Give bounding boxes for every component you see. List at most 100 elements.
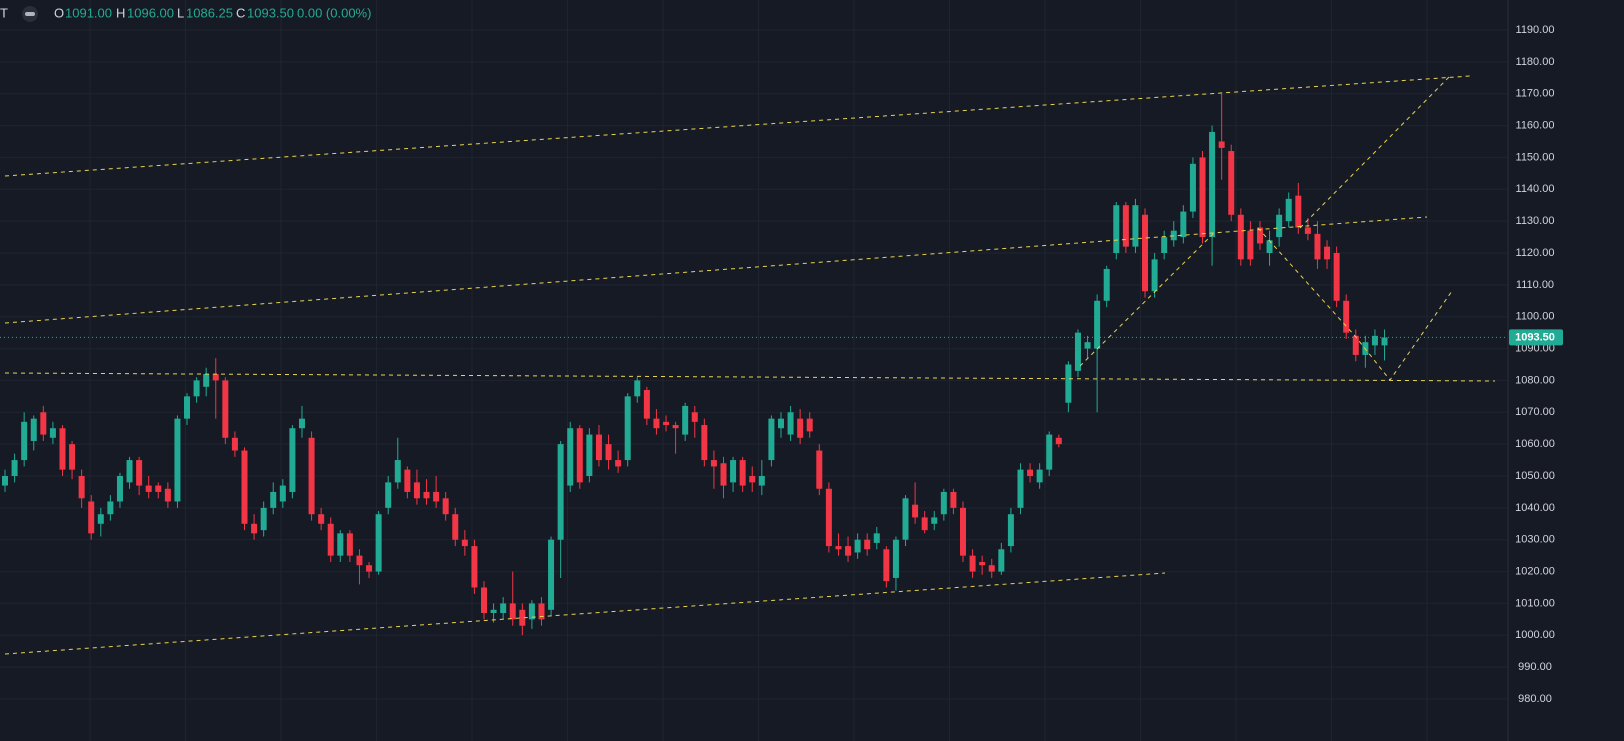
- candle-body: [1007, 514, 1014, 547]
- candle-body: [605, 444, 612, 461]
- y-tick-label: 1130.00: [1516, 215, 1555, 227]
- candle-body: [1113, 205, 1120, 253]
- candle-body: [902, 498, 909, 540]
- candle-body: [1036, 469, 1043, 483]
- y-tick-label: 1080.00: [1515, 374, 1555, 386]
- candle-body: [1132, 205, 1139, 247]
- candle-body: [777, 418, 784, 429]
- candle-body: [653, 418, 660, 429]
- candle-body: [116, 476, 123, 502]
- ohlc-label: O: [54, 5, 64, 20]
- candle-body: [528, 603, 535, 620]
- candle-body: [2, 476, 8, 486]
- candle-body: [787, 412, 794, 435]
- candle-body: [998, 549, 1005, 572]
- candle-body: [921, 517, 928, 531]
- y-tick-label: 1070.00: [1515, 406, 1555, 418]
- candle-body: [634, 380, 641, 397]
- candle-body: [461, 539, 468, 547]
- toggle-icon: [25, 12, 35, 16]
- candle-body: [624, 396, 631, 461]
- y-tick-label: 1160.00: [1516, 119, 1555, 131]
- candle-body: [1295, 195, 1302, 228]
- candle-body: [337, 533, 344, 556]
- candle-body: [1122, 205, 1129, 247]
- trend-lines: [4, 75, 1496, 655]
- trend-line: [1299, 75, 1451, 229]
- candle-body: [538, 603, 545, 620]
- candle-body: [184, 396, 191, 419]
- candle-body: [567, 428, 574, 486]
- candle-body: [672, 425, 679, 429]
- y-tick-label: 1120.00: [1516, 247, 1555, 259]
- candle-body: [490, 609, 497, 613]
- candle-body: [1209, 131, 1216, 238]
- candle-body: [892, 539, 899, 578]
- ohlc-value: 1086.25: [186, 5, 233, 20]
- y-tick-label: 1030.00: [1515, 534, 1555, 546]
- candle-body: [519, 609, 526, 626]
- y-tick-label: 980.00: [1518, 693, 1552, 705]
- candle-body: [1142, 214, 1149, 292]
- candle-body: [433, 491, 440, 502]
- candle-body: [586, 434, 593, 476]
- candle-body: [720, 463, 727, 486]
- grid: [0, 0, 1508, 741]
- candle-body: [1074, 332, 1081, 371]
- candle-body: [950, 491, 957, 508]
- y-tick-label: 1110.00: [1516, 279, 1554, 291]
- candle-body: [394, 460, 401, 483]
- candle-body: [557, 444, 564, 540]
- candle-body: [1343, 300, 1350, 333]
- candle-body: [346, 533, 353, 556]
- candle-body: [806, 418, 813, 432]
- candle-body: [1228, 151, 1235, 215]
- candle-body: [969, 555, 976, 572]
- candle-body: [308, 437, 315, 515]
- candle-body: [270, 491, 277, 508]
- candle-body: [701, 425, 708, 461]
- candle-body: [251, 523, 258, 534]
- candle-body: [1266, 240, 1273, 253]
- candle-body: [366, 565, 373, 572]
- candles: [0, 93, 1508, 636]
- candle-body: [97, 514, 104, 524]
- y-tick-label: 1060.00: [1515, 438, 1555, 450]
- candle-body: [1304, 227, 1311, 234]
- candle-body: [615, 460, 622, 467]
- y-tick-label: 1050.00: [1515, 470, 1555, 482]
- candle-body: [883, 549, 890, 582]
- candle-body: [663, 421, 670, 426]
- candle-body: [413, 482, 420, 499]
- last-price-badge: [1509, 329, 1563, 346]
- candle-body: [835, 546, 842, 550]
- candle-body: [768, 418, 775, 461]
- candle-body: [298, 418, 305, 429]
- candle-body: [576, 428, 583, 483]
- candle-body: [643, 389, 650, 419]
- y-tick-label: 1010.00: [1515, 597, 1555, 609]
- candle-body: [500, 603, 507, 613]
- candle-body: [1065, 364, 1072, 403]
- y-tick-label: 1090.00: [1515, 342, 1555, 354]
- candle-body: [710, 460, 717, 467]
- candle-body: [69, 444, 76, 470]
- axis-background: [1508, 0, 1624, 741]
- candle-body: [11, 460, 18, 476]
- candle-body: [30, 418, 37, 441]
- candle-body: [1189, 163, 1196, 212]
- candle-body: [423, 491, 430, 499]
- candle-body: [289, 428, 296, 492]
- candle-body: [730, 460, 737, 483]
- candle-body: [1094, 300, 1101, 349]
- candle-body: [1256, 227, 1263, 244]
- candle-body: [241, 450, 248, 524]
- candle-body: [682, 405, 689, 435]
- candle-body: [873, 533, 880, 543]
- ohlc-value: 1096.00: [127, 5, 174, 20]
- candle-body: [356, 555, 363, 566]
- y-tick-label: 1040.00: [1515, 502, 1555, 514]
- y-tick-label: 1180.00: [1516, 56, 1555, 68]
- candle-body: [231, 437, 238, 451]
- candle-body: [749, 476, 756, 483]
